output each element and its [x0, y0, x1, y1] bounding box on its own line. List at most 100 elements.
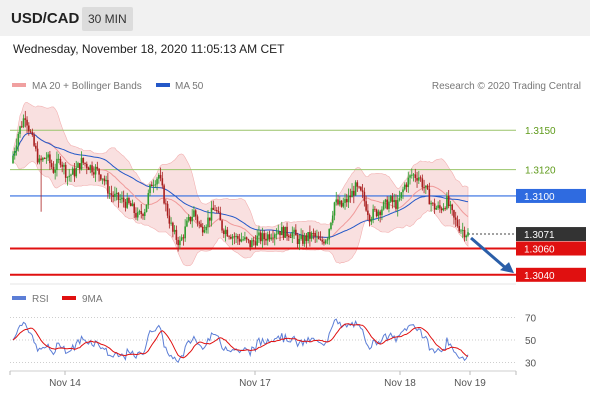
candle-body: [279, 231, 281, 236]
candle-body: [375, 209, 378, 217]
candle-body: [305, 235, 308, 241]
candle: [245, 236, 248, 243]
candle-body: [456, 219, 459, 226]
candle: [136, 207, 139, 221]
forecast-arrow-head: [500, 262, 514, 274]
candle-body: [31, 132, 34, 135]
candle-body: [189, 216, 192, 222]
candle: [319, 231, 322, 241]
candle-body: [33, 134, 35, 146]
candle-body: [259, 232, 262, 242]
support-label-3: 1.3060: [524, 245, 555, 256]
candle: [433, 198, 436, 214]
rsi-ma-swatch: [62, 296, 76, 300]
candle: [101, 178, 104, 185]
candle-body: [203, 230, 206, 233]
candle: [361, 184, 364, 199]
candle-body: [437, 205, 439, 208]
candle: [89, 164, 92, 174]
candle: [103, 175, 106, 186]
candle: [381, 206, 383, 221]
candle-body: [98, 168, 100, 175]
candle: [121, 191, 123, 204]
candle: [363, 187, 366, 207]
candle: [182, 234, 185, 246]
candle: [49, 150, 51, 170]
candle-body: [377, 211, 380, 217]
candle-body: [321, 239, 323, 242]
candle: [279, 231, 281, 241]
candle-body: [217, 211, 220, 213]
candle-body: [360, 187, 362, 191]
candle: [145, 204, 148, 213]
candle-body: [20, 126, 23, 128]
candle-body: [156, 178, 158, 185]
candle: [184, 219, 186, 242]
candle-body: [131, 203, 134, 207]
candle-body: [114, 193, 116, 197]
candle: [47, 151, 49, 162]
candle-body: [410, 174, 413, 176]
candle-body: [381, 209, 383, 215]
candle-body: [361, 190, 364, 192]
candle: [42, 156, 44, 162]
candle-body: [349, 195, 352, 198]
candle-body: [384, 199, 387, 203]
candle: [242, 236, 244, 242]
candle-body: [324, 240, 327, 244]
candle: [358, 185, 360, 189]
candle-body: [389, 196, 392, 202]
candle: [94, 164, 97, 182]
bollinger-band: [12, 102, 469, 267]
candle: [289, 233, 292, 239]
candle-body: [254, 241, 257, 246]
candle: [266, 231, 269, 246]
candle-body: [163, 185, 165, 204]
candle: [425, 185, 427, 194]
candle: [133, 202, 136, 219]
rsi-ma-legend-label: 9MA: [82, 294, 103, 305]
candle-body: [463, 229, 466, 238]
candle: [179, 236, 181, 250]
candle-body: [333, 202, 336, 216]
candle: [456, 215, 459, 228]
candle: [128, 196, 130, 205]
candle-body: [71, 168, 74, 175]
candle-body: [224, 229, 227, 235]
candle-body: [28, 125, 30, 132]
candle-body: [138, 211, 141, 213]
candle-body: [77, 163, 79, 168]
candle-body: [363, 191, 366, 202]
candle: [268, 230, 271, 242]
candle-body: [194, 210, 197, 217]
candle-body: [59, 158, 62, 165]
pivot-tag-2: [516, 188, 586, 203]
candle-body: [210, 207, 213, 221]
candle: [451, 203, 453, 216]
candle-body: [251, 240, 253, 248]
candle: [22, 114, 25, 129]
candle-body: [435, 207, 438, 210]
candle: [50, 159, 53, 170]
candle-body: [379, 211, 381, 215]
candle: [150, 181, 153, 187]
candle-body: [316, 236, 318, 238]
candle: [158, 173, 160, 184]
candle-body: [154, 184, 157, 186]
candle: [180, 234, 183, 242]
candle: [87, 166, 90, 171]
candle-body: [403, 184, 406, 190]
candle: [284, 226, 287, 238]
candle: [382, 200, 385, 211]
candle-body: [136, 212, 139, 218]
rsi-tick-1: 50: [525, 336, 537, 347]
candle-body: [87, 167, 90, 171]
candle-body: [166, 203, 169, 216]
timeframe-badge[interactable]: 30 MIN: [82, 7, 133, 31]
candle: [270, 233, 273, 241]
support-label-4: 1.3040: [524, 271, 555, 282]
candle: [273, 232, 276, 246]
candle: [173, 225, 176, 235]
candle: [114, 186, 116, 202]
candle: [93, 166, 95, 179]
